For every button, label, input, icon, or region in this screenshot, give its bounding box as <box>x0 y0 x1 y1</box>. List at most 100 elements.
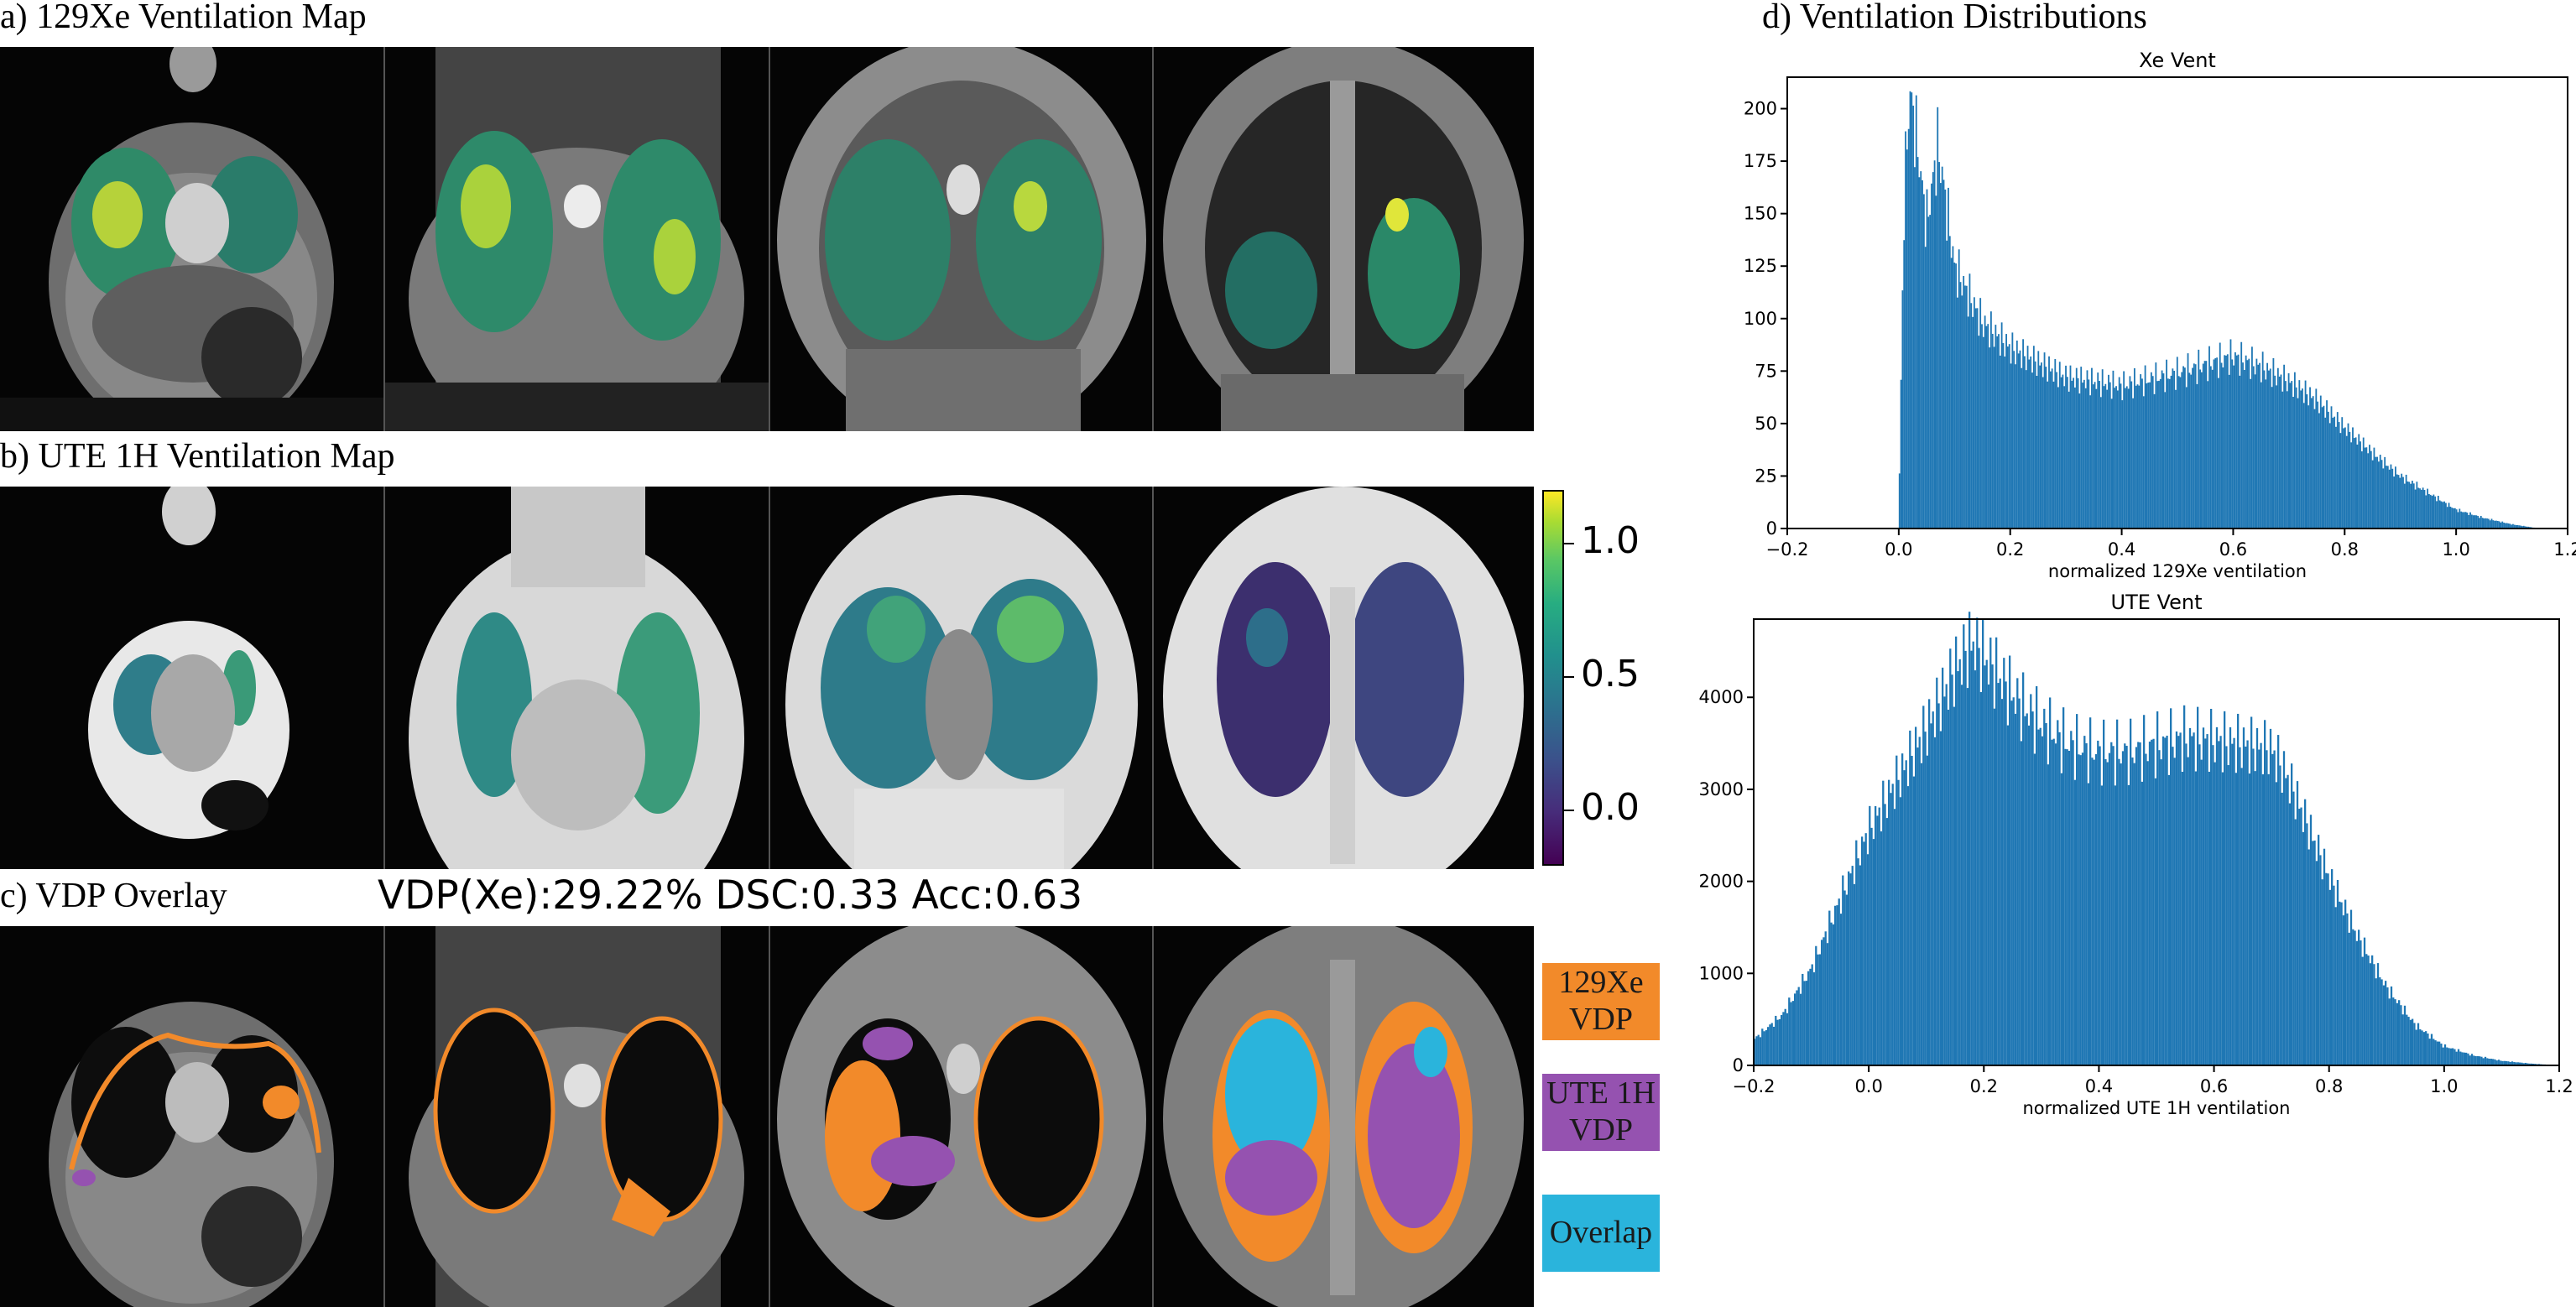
histogram-bar <box>2515 1062 2517 1065</box>
histogram-bar <box>1776 1019 1779 1065</box>
histogram-bar <box>2074 387 2076 529</box>
histogram-bar <box>2430 1034 2433 1065</box>
histogram-bar <box>2382 468 2385 529</box>
histogram-bar <box>2005 334 2007 529</box>
histogram-bar <box>2417 487 2420 529</box>
histogram-bar <box>2440 501 2443 529</box>
histogram-bar <box>2231 743 2234 1065</box>
histogram-bar <box>2099 397 2102 529</box>
histogram-bar <box>2457 512 2459 529</box>
histogram-bar <box>2141 378 2143 529</box>
panel-b-title: b) UTE 1H Ventilation Map <box>0 437 395 476</box>
histogram-bar <box>2017 353 2020 529</box>
histogram-bar <box>2208 771 2210 1065</box>
histogram-bar <box>1899 797 1901 1065</box>
histogram-bar <box>2412 1018 2414 1065</box>
histogram-bar <box>2367 453 2370 529</box>
histogram-bar <box>2457 1049 2460 1065</box>
histogram-bar <box>2427 488 2429 529</box>
histogram-bar <box>1929 215 1932 529</box>
histogram-bar <box>2332 417 2334 529</box>
panel-d-title: d) Ventilation Distributions <box>1762 0 2147 36</box>
histogram-bar <box>2191 736 2193 1065</box>
histogram-bar <box>2495 520 2497 529</box>
histogram-bar <box>2020 741 2022 1065</box>
histogram-bar <box>2350 442 2353 529</box>
histogram-bar <box>1903 240 1906 529</box>
histogram-bar <box>1972 641 1974 1065</box>
histogram-bar <box>2319 395 2322 529</box>
histogram-bar <box>2049 697 2052 1065</box>
histogram-bar <box>2408 482 2411 529</box>
histogram-bar <box>2266 750 2268 1065</box>
histogram-bar <box>1845 894 1848 1065</box>
histogram-bar <box>2354 930 2356 1065</box>
histogram-bar <box>2448 502 2450 529</box>
histogram-bar <box>1916 747 1919 1065</box>
histogram-bar <box>1855 840 1858 1065</box>
histogram-bar <box>2521 1062 2523 1065</box>
histogram-bar <box>2415 1029 2417 1065</box>
chart-title: Xe Vent <box>2139 49 2216 72</box>
histogram-bar <box>2298 809 2301 1065</box>
histogram-bar <box>2172 747 2174 1065</box>
histogram-bar <box>1935 195 1937 529</box>
histogram-bar <box>2039 727 2042 1065</box>
histogram-bar <box>2494 520 2496 529</box>
histogram-bar <box>2254 374 2256 529</box>
histogram-bar <box>2218 741 2220 1065</box>
histogram-bar <box>2436 1041 2438 1065</box>
histogram-bar <box>1821 940 1823 1065</box>
histogram-bar <box>2011 332 2014 529</box>
histogram-bar <box>2246 740 2249 1065</box>
histogram-bar <box>2429 494 2432 529</box>
histogram-bar <box>2175 389 2177 529</box>
histogram-bar <box>2135 385 2137 529</box>
x-axis-label: normalized UTE 1H ventilation <box>2023 1098 2291 1118</box>
histogram-bar <box>1822 937 1825 1065</box>
histogram-bar <box>2026 346 2029 529</box>
histogram-bar <box>2066 377 2068 529</box>
histogram-bar <box>2123 371 2125 529</box>
histogram-bar <box>1951 674 1953 1065</box>
histogram-bar <box>2409 1019 2412 1065</box>
histogram-bar <box>1924 247 1927 529</box>
histogram-bar <box>2245 746 2247 1065</box>
histogram-bar <box>2024 716 2026 1065</box>
histogram-bar <box>2156 711 2159 1065</box>
histogram-bar <box>2036 376 2038 529</box>
histogram-bar <box>2285 778 2287 1065</box>
histogram-bar <box>2188 372 2191 529</box>
histogram-bar <box>2504 523 2506 529</box>
histogram-bar <box>1906 786 1910 1065</box>
histogram-bar <box>2089 717 2092 1065</box>
histogram-bar <box>1781 1014 1783 1065</box>
histogram-bar <box>2002 342 2005 529</box>
histogram-bar <box>1796 990 1798 1065</box>
x-tick-label: 0.8 <box>2315 1076 2343 1096</box>
histogram-bar <box>2339 433 2342 529</box>
histogram-bar <box>1976 308 1979 529</box>
histogram-bar <box>2443 501 2446 529</box>
histogram-bar <box>1885 818 1888 1065</box>
histogram-bar <box>2161 736 2165 1065</box>
histogram-bar <box>2323 405 2325 529</box>
histogram-bar <box>2022 339 2025 529</box>
histogram-bar <box>2015 364 2016 529</box>
histogram-bar <box>2516 524 2519 529</box>
histogram-bar <box>2324 417 2327 529</box>
histogram-bar <box>2495 1060 2498 1065</box>
histogram-bar <box>1984 665 1986 1065</box>
histogram-bar <box>2006 346 2009 529</box>
histogram-bar <box>2353 438 2355 529</box>
histogram-bar <box>2139 742 2141 1065</box>
histogram-bar <box>2250 378 2252 529</box>
histogram-bar <box>1948 236 1951 529</box>
histogram-bar <box>1952 246 1954 529</box>
histogram-bar <box>2291 763 2293 1065</box>
histogram-bar <box>1802 973 1804 1065</box>
histogram-bar <box>2438 500 2441 529</box>
histogram-bar <box>1876 815 1879 1065</box>
histogram-bar <box>2461 1052 2464 1065</box>
histogram-bar <box>2317 401 2319 529</box>
